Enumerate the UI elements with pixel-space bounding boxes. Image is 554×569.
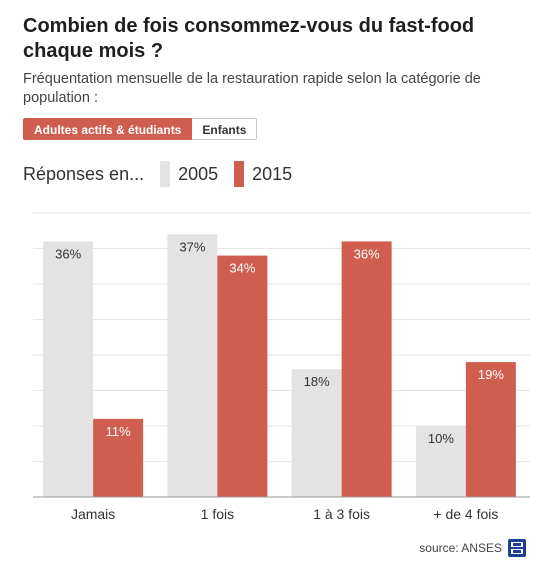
bar-2005-0 — [43, 241, 94, 497]
category-label-2: 1 à 3 fois — [313, 506, 370, 522]
data-label-2005-1: 37% — [179, 239, 205, 254]
chart-legend: Réponses en... 2005 2015 — [23, 160, 292, 188]
data-label-2015-2: 36% — [354, 246, 380, 261]
data-label-2015-0: 11% — [106, 424, 131, 439]
legend-item-2005: 2005 — [160, 161, 218, 187]
bar-2015-3 — [465, 362, 516, 497]
population-tabs: Adultes actifs & étudiants Enfants — [23, 118, 258, 140]
bar-2005-1 — [167, 234, 218, 498]
category-label-3: + de 4 fois — [433, 506, 498, 522]
data-label-2005-0: 36% — [55, 246, 81, 261]
bar-2015-0 — [93, 418, 144, 497]
tab-enfants[interactable]: Enfants — [192, 118, 258, 140]
chart-title: Combien de fois consommez-vous du fast-f… — [23, 15, 475, 62]
bar-2005-2 — [291, 369, 342, 497]
data-label-2005-2: 18% — [304, 374, 330, 389]
legend-label-2005: 2005 — [178, 163, 219, 184]
tab-adultes[interactable]: Adultes actifs & étudiants — [23, 118, 193, 140]
legend-prefix: Réponses en... — [23, 163, 145, 184]
data-label-2005-3: 10% — [428, 431, 454, 446]
category-label-1: 1 fois — [201, 506, 234, 522]
legend-item-2015: 2015 — [234, 161, 292, 187]
chart-subtitle: Fréquentation mensuelle de la restaurati… — [23, 71, 481, 106]
data-label-2015-3: 19% — [478, 367, 504, 382]
bar-2015-1 — [217, 255, 268, 497]
bar-chart: 36% 11% Jamais 37% 34% 1 fois 18% 36% 1 à 3 fois… — [33, 212, 530, 522]
bar-2005-3 — [415, 426, 466, 497]
legend-swatch-2005 — [160, 161, 171, 187]
data-label-2015-1: 34% — [229, 261, 255, 276]
source-text: source: ANSES — [419, 541, 502, 555]
legend-label-2015: 2015 — [252, 163, 293, 184]
bar-2015-2 — [341, 241, 392, 497]
category-label-0: Jamais — [71, 506, 115, 522]
legend-swatch-2015 — [234, 161, 245, 187]
bfm-tv-logo-icon — [508, 539, 526, 557]
